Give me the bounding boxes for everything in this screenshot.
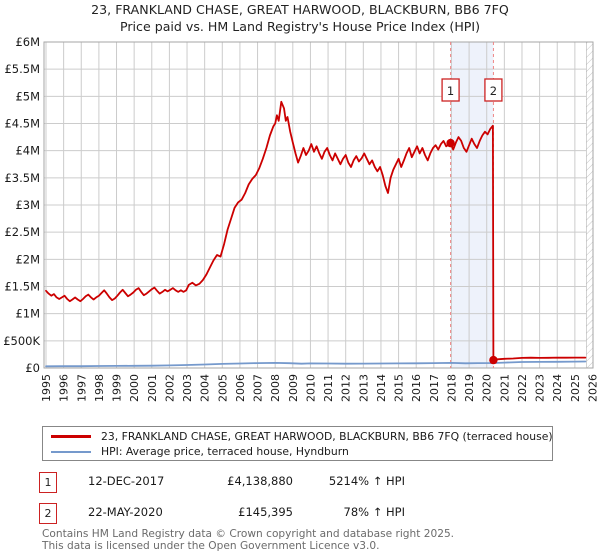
legend-label: HPI: Average price, terraced house, Hynd… [101,445,349,458]
y-axis-tick-label: £500K [3,334,40,348]
footer-line-1: Contains HM Land Registry data © Crown c… [42,528,455,540]
sale-row: 1 12-DEC-2017 £4,138,880 5214% ↑ HPI [39,472,559,503]
y-axis-tick-label: £1M [15,307,40,321]
x-axis-year-label: 2006 [234,374,247,402]
y-axis-tick-label: £1.5M [4,280,40,294]
x-axis-year-label: 2022 [516,374,529,402]
sale-row: 2 22-MAY-2020 £145,395 78% ↑ HPI [39,503,559,534]
x-axis-year-label: 2012 [340,374,353,402]
chart-legend: 23, FRANKLAND CHASE, GREAT HARWOOD, BLAC… [42,426,553,461]
x-axis-year-label: 2003 [181,374,194,402]
x-axis-year-label: 2024 [551,374,564,402]
legend-label: 23, FRANKLAND CHASE, GREAT HARWOOD, BLAC… [101,430,553,443]
x-axis-year-label: 2017 [428,374,441,402]
y-axis-tick-label: £4M [15,144,40,158]
sale-date: 12-DEC-2017 [88,474,165,488]
future-hatch-region [586,41,594,369]
x-axis-year-label: 2000 [128,374,141,402]
y-axis-tick-label: £4.5M [4,117,40,131]
sale-price: £145,395 [238,505,293,519]
hpi-line-swatch [51,450,91,453]
legend-item: 23, FRANKLAND CHASE, GREAT HARWOOD, BLAC… [51,429,553,444]
sale-number-badge: 2 [39,503,57,524]
x-axis-year-label: 2010 [304,374,317,402]
x-axis-year-label: 2015 [393,374,406,402]
x-axis-year-label: 1996 [58,374,71,402]
property-line-swatch [51,435,91,438]
x-axis-year-label: 2016 [410,374,423,402]
x-axis-year-label: 2008 [269,374,282,402]
page-title: 23, FRANKLAND CHASE, GREAT HARWOOD, BLAC… [91,2,509,17]
sale-hpi-change: 5214% ↑ HPI [328,474,405,488]
x-axis-year-label: 2001 [146,374,159,402]
y-axis-tick-label: £2M [15,252,40,266]
footer-line-2: This data is licensed under the Open Gov… [42,539,380,552]
x-axis-year-label: 1995 [40,374,53,402]
x-axis-year-label: 2004 [199,374,212,402]
x-axis-year-label: 1997 [75,374,88,402]
y-axis-tick-label: £3.5M [4,171,40,185]
sale-marker-flag [484,78,503,102]
sale-marker-flag-number: 1 [447,84,454,98]
x-axis-year-label: 2026 [587,374,600,402]
x-axis-year-label: 2014 [375,374,388,402]
sale-hpi-change: 78% ↑ HPI [343,505,405,519]
y-axis-tick-label: £2.5M [4,225,40,239]
price-history-chart: 1 2 £0 £500K £1M £1.5M £2M £2.5M £3M £3.5M £4M £4.5… [3,35,600,402]
sale-point-marker [489,355,498,365]
property-price-line [45,100,587,362]
y-axis-tick-label: £0 [25,361,40,375]
y-axis-tick-label: £6M [15,35,40,49]
x-axis-year-label: 1999 [111,374,124,402]
x-axis-year-label: 2021 [498,374,511,402]
sale-marker-flag-number: 2 [490,84,497,98]
x-axis-year-label: 2005 [216,374,229,402]
sale-annotations: 1 12-DEC-2017 £4,138,880 5214% ↑ HPI 2 22-MAY… [39,472,559,534]
x-axis-year-label: 2007 [252,374,265,402]
x-axis-year-label: 2018 [445,374,458,402]
y-axis-tick-label: £5M [15,89,40,103]
y-axis-tick-label: £5.5M [4,62,40,76]
x-axis-year-label: 2019 [463,374,476,402]
legend-item: HPI: Average price, terraced house, Hynd… [51,444,548,459]
sale-date: 22-MAY-2020 [88,505,163,519]
page-subtitle: Price paid vs. HM Land Registry's House … [119,19,481,34]
x-axis-year-label: 1998 [93,374,106,402]
attribution-footer: Contains HM Land Registry data © Crown c… [42,528,455,552]
x-axis-year-label: 2011 [322,374,335,402]
plot-border [43,41,594,369]
sale-price: £4,138,880 [227,474,293,488]
x-axis-year-label: 2013 [357,374,370,402]
hpi-line [45,360,587,368]
x-axis-year-label: 2020 [481,374,494,402]
x-axis-year-label: 2009 [287,374,300,402]
x-axis-year-label: 2002 [163,374,176,402]
sale-marker-flag [441,78,460,102]
x-axis-year-label: 2023 [534,374,547,402]
sale-number-badge: 1 [39,472,57,493]
sale-point-marker [446,138,455,148]
y-axis-tick-label: £3M [15,198,40,212]
x-axis-year-label: 2025 [569,374,582,402]
